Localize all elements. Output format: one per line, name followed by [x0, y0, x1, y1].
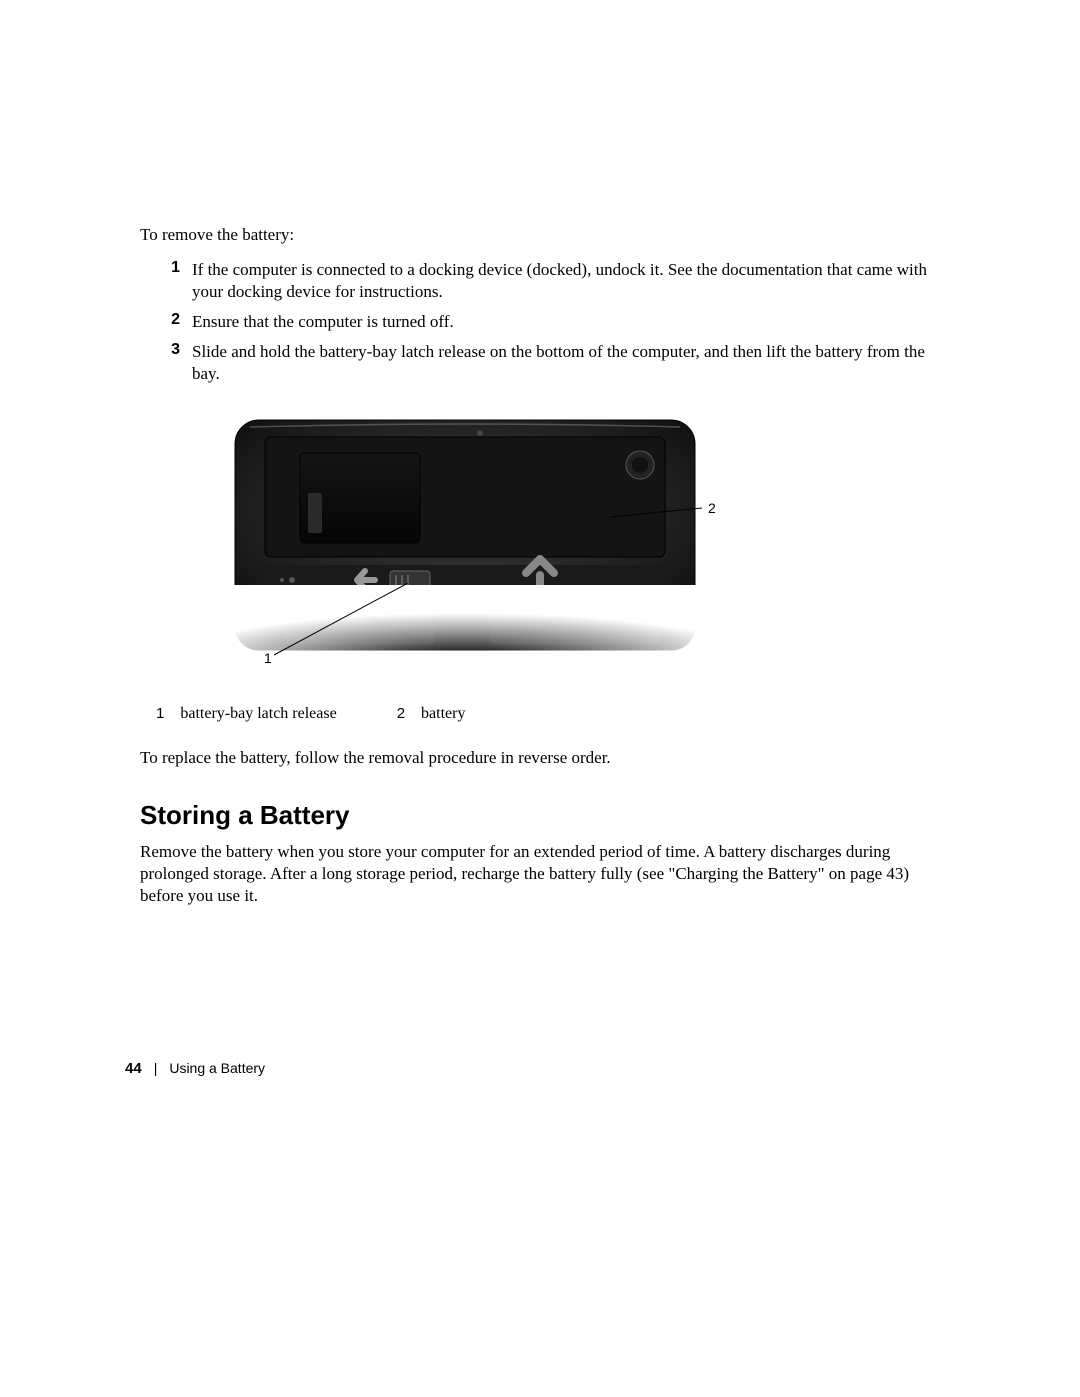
legend-number: 2 — [397, 705, 405, 722]
step-text: If the computer is connected to a dockin… — [192, 259, 940, 303]
callout-1: 1 — [264, 650, 272, 666]
page-content: To remove the battery: 1 If the computer… — [140, 225, 940, 937]
legend-number: 1 — [156, 705, 164, 722]
footer-separator: | — [154, 1060, 158, 1076]
figure-legend: 1 battery-bay latch release 2 battery — [156, 705, 940, 723]
leader-line-2 — [610, 503, 706, 523]
step-number: 2 — [158, 311, 180, 329]
step-number: 1 — [158, 259, 180, 277]
leader-line-1 — [274, 583, 414, 657]
page-footer: 44 | Using a Battery — [125, 1060, 265, 1077]
legend-label: battery — [421, 705, 465, 723]
storing-paragraph: Remove the battery when you store your c… — [140, 841, 940, 907]
legend-label: battery-bay latch release — [180, 705, 336, 723]
step-text: Ensure that the computer is turned off. — [192, 311, 454, 333]
step-list: 1 If the computer is connected to a dock… — [158, 259, 940, 385]
footer-title: Using a Battery — [169, 1060, 265, 1076]
section-heading: Storing a Battery — [140, 800, 940, 831]
step-text: Slide and hold the battery-bay latch rel… — [192, 341, 940, 385]
step-number: 3 — [158, 341, 180, 359]
list-item: 3 Slide and hold the battery-bay latch r… — [158, 341, 940, 385]
figure-container: 2 1 — [140, 415, 940, 695]
page-number: 44 — [125, 1060, 142, 1077]
list-item: 1 If the computer is connected to a dock… — [158, 259, 940, 303]
callout-2: 2 — [708, 500, 716, 516]
intro-text: To remove the battery: — [140, 225, 940, 245]
list-item: 2 Ensure that the computer is turned off… — [158, 311, 940, 333]
replace-paragraph: To replace the battery, follow the remov… — [140, 747, 940, 769]
